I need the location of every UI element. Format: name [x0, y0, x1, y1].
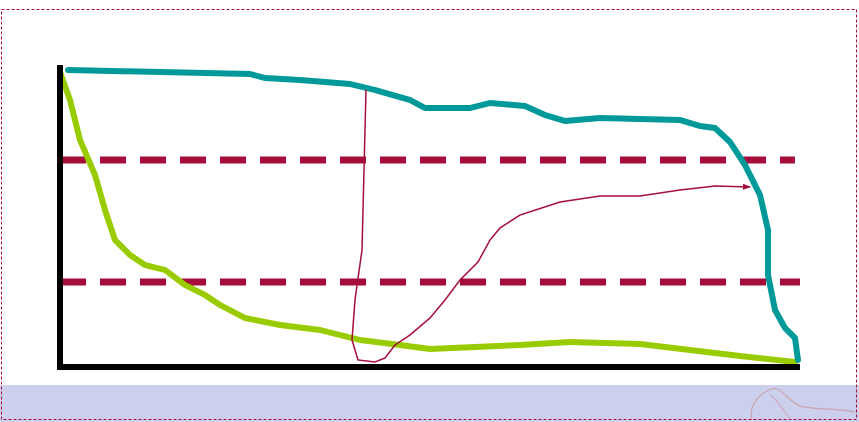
green-curve	[57, 69, 798, 365]
sketch	[769, 394, 791, 419]
arrow-curve	[351, 89, 751, 363]
sketch	[750, 387, 856, 421]
bottom-band	[0, 385, 859, 422]
frame	[1, 9, 857, 420]
teal-curve	[65, 67, 801, 363]
